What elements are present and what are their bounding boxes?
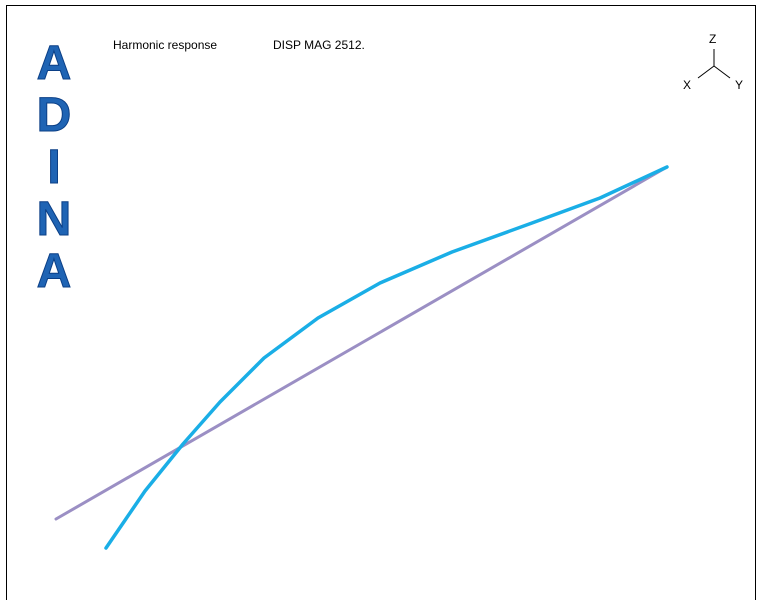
logo-letter-i: I bbox=[47, 141, 61, 194]
logo-letter-a2: A bbox=[36, 245, 72, 298]
response-curve bbox=[104, 165, 669, 550]
plot-frame bbox=[6, 5, 756, 600]
reference-line bbox=[54, 165, 669, 521]
logo-letter-d: D bbox=[36, 89, 72, 142]
adina-logo: A D I N A bbox=[34, 37, 74, 298]
triad-label-z: Z bbox=[709, 32, 717, 46]
triad-x-axis bbox=[697, 65, 715, 79]
triad-label-y: Y bbox=[735, 78, 744, 92]
triad-label-x: X bbox=[683, 78, 692, 92]
analysis-title: Harmonic response bbox=[113, 38, 218, 52]
logo-letter-a: A bbox=[36, 37, 72, 90]
logo-letter-n: N bbox=[36, 193, 72, 246]
triad-y-axis bbox=[713, 65, 731, 79]
result-label: DISP MAG 2512. bbox=[273, 38, 365, 52]
